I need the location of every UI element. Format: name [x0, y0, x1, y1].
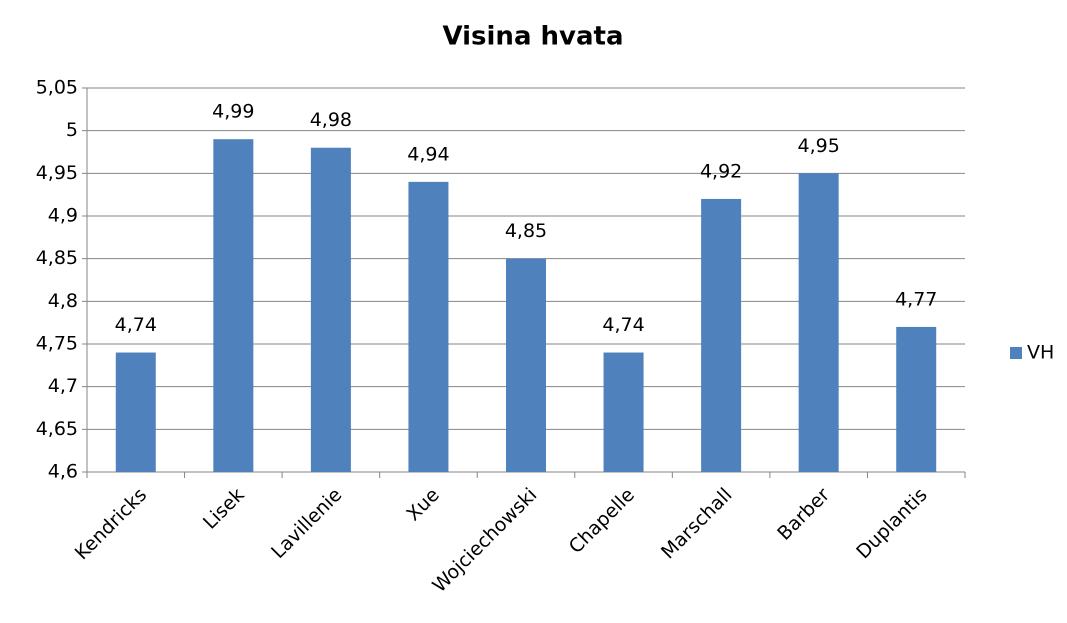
y-tick-label: 4,75 [36, 333, 78, 355]
y-tick-label: 4,9 [48, 205, 78, 227]
bar [213, 139, 254, 472]
bar [603, 352, 644, 472]
data-label: 4,94 [407, 143, 449, 165]
y-tick-label: 4,95 [36, 162, 78, 184]
legend-swatch [1010, 347, 1022, 359]
data-label: 4,74 [602, 314, 644, 336]
bar [310, 147, 351, 472]
y-tick-label: 4,7 [48, 375, 78, 397]
legend-label: VH [1027, 342, 1054, 364]
bar [896, 326, 937, 472]
y-tick-label: 5 [66, 119, 78, 141]
data-label: 4,92 [700, 160, 742, 182]
y-tick-label: 4,65 [36, 418, 78, 440]
y-tick-label: 5,05 [36, 77, 78, 99]
bar [115, 352, 156, 472]
bar [798, 173, 839, 473]
bar [701, 198, 742, 472]
data-label: 4,99 [212, 101, 254, 123]
y-tick-label: 4,6 [48, 461, 78, 483]
bar [408, 181, 449, 472]
y-tick-label: 4,85 [36, 247, 78, 269]
data-label: 4,95 [798, 135, 840, 157]
chart-title: Visina hvata [442, 22, 623, 52]
data-label: 4,77 [895, 288, 937, 310]
data-label: 4,85 [505, 220, 547, 242]
y-tick-label: 4,8 [48, 290, 78, 312]
data-label: 4,74 [115, 314, 157, 336]
bar [506, 258, 546, 472]
data-label: 4,98 [310, 109, 352, 131]
